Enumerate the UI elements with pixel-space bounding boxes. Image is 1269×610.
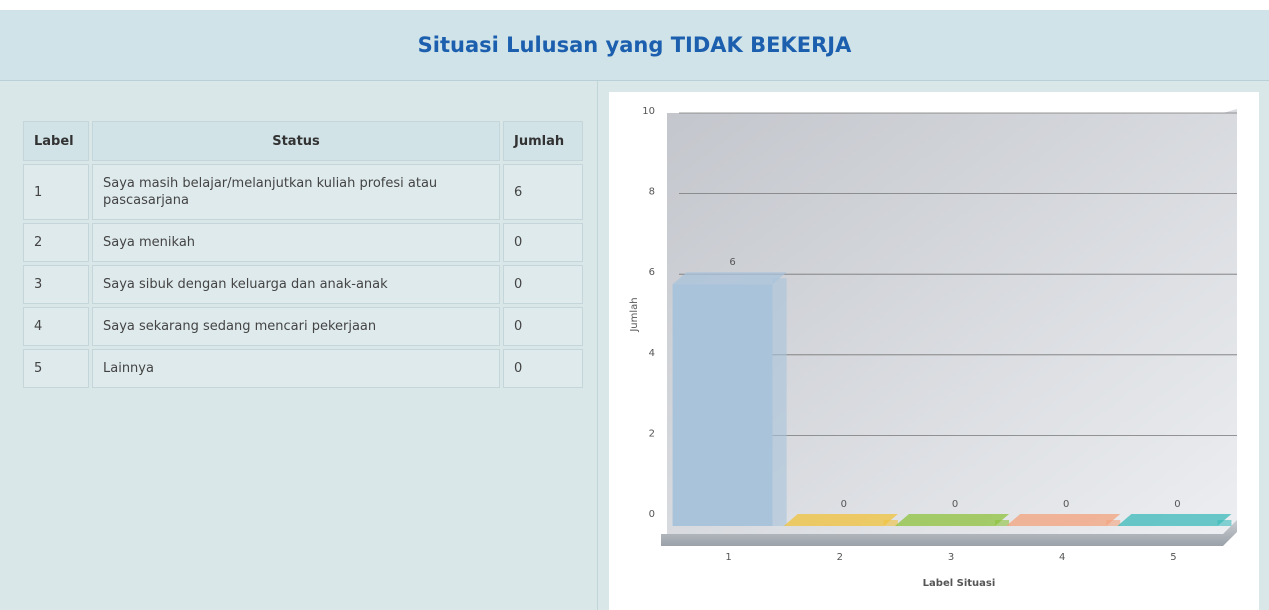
value-label: 6 <box>729 257 735 268</box>
table-cell: 0 <box>503 265 583 304</box>
bar <box>672 284 773 526</box>
floor <box>661 520 1237 546</box>
y-axis-label: Jumlah <box>629 297 640 332</box>
y-tick-label: 0 <box>649 509 655 520</box>
bar-side <box>1106 520 1121 526</box>
y-tick-label: 4 <box>649 348 655 359</box>
bar-side <box>995 520 1010 526</box>
table-row: 4 Saya sekarang sedang mencari pekerjaan 0 <box>23 307 583 346</box>
x-tick-label: 5 <box>1170 552 1176 563</box>
x-tick-label: 4 <box>1059 552 1065 563</box>
value-label: 0 <box>1174 499 1180 510</box>
y-tick-label: 8 <box>649 187 655 198</box>
table-cell: 4 <box>23 307 89 346</box>
table-panel: Label Status Jumlah 1 Saya masih belajar/mel… <box>0 81 598 610</box>
column-header: Jumlah <box>503 121 583 161</box>
table-cell: Saya masih belajar/melanjutkan kuliah pr… <box>92 164 500 220</box>
bar-top <box>1006 514 1121 526</box>
table-cell: 6 <box>503 164 583 220</box>
column-header: Label <box>23 121 89 161</box>
y-tick-label: 6 <box>649 267 655 278</box>
table-row: 5 Lainnya 0 <box>23 349 583 388</box>
y-tick-label: 10 <box>642 106 655 117</box>
bar-top <box>894 514 1010 526</box>
x-tick-label: 1 <box>725 552 731 563</box>
column-header: Status <box>92 121 500 161</box>
table-cell: Saya sekarang sedang mencari pekerjaan <box>92 307 500 346</box>
bar-side <box>1217 520 1232 526</box>
bar-side <box>883 520 898 526</box>
table-body: 1 Saya masih belajar/melanjutkan kuliah p… <box>23 164 583 388</box>
table-cell: 5 <box>23 349 89 388</box>
value-label: 0 <box>1063 499 1069 510</box>
x-axis-label: Label Situasi <box>923 578 996 589</box>
bar-top <box>672 272 787 285</box>
header-row: Label Status Jumlah <box>23 121 583 161</box>
table-cell: 3 <box>23 265 89 304</box>
x-tick-label: 3 <box>948 552 954 563</box>
bar-top <box>1117 514 1232 526</box>
bar-top <box>783 514 898 526</box>
x-tick-label: 2 <box>837 552 843 563</box>
table-cell: Lainnya <box>92 349 500 388</box>
table-row: 2 Saya menikah 0 <box>23 223 583 262</box>
value-label: 0 <box>841 499 847 510</box>
table-cell: 0 <box>503 223 583 262</box>
y-tick-label: 2 <box>649 428 655 439</box>
table-cell: Saya menikah <box>92 223 500 262</box>
header: Situasi Lulusan yang TIDAK BEKERJA <box>0 10 1269 81</box>
value-label: 0 <box>952 499 958 510</box>
table-cell: 1 <box>23 164 89 220</box>
table-cell: 2 <box>23 223 89 262</box>
table-row: 1 Saya masih belajar/melanjutkan kuliah p… <box>23 164 583 220</box>
bar-side <box>772 278 787 526</box>
chart-panel: 0 2 4 6 8 10 Jumlah Label Situasi 1 6 2 0 3 0 4 0 5 0 <box>598 81 1269 610</box>
back-wall <box>667 109 1237 534</box>
table-row: 3 Saya sibuk dengan keluarga dan anak-ana… <box>23 265 583 304</box>
table-cell: Saya sibuk dengan keluarga dan anak-anak <box>92 265 500 304</box>
status-table: Label Status Jumlah 1 Saya masih belajar/mel… <box>20 118 586 391</box>
page-title: Situasi Lulusan yang TIDAK BEKERJA <box>417 33 852 57</box>
table-cell: 0 <box>503 307 583 346</box>
table-cell: 0 <box>503 349 583 388</box>
chart: 0 2 4 6 8 10 Jumlah Label Situasi 1 6 2 0 3 0 4 0 5 0 <box>609 92 1259 610</box>
